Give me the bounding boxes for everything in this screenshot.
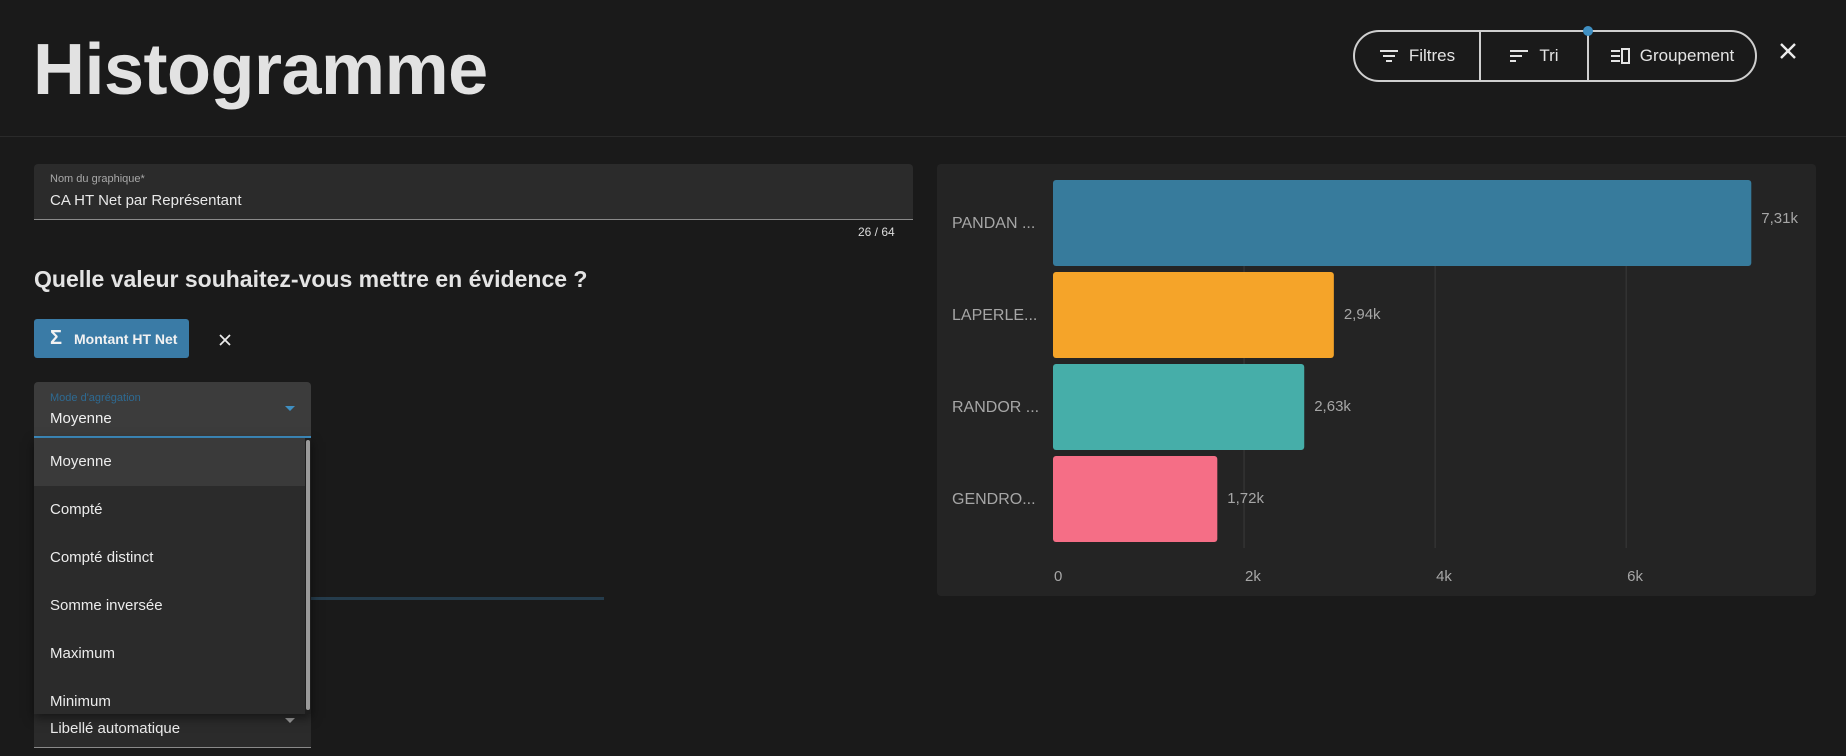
category-label: GENDRO...	[952, 491, 1036, 508]
chart-name-label: Nom du graphique*	[50, 173, 145, 185]
bar	[1053, 272, 1334, 358]
dropdown-scrollbar-thumb[interactable]	[306, 440, 310, 710]
sort-button[interactable]: Tri	[1479, 26, 1593, 80]
data-label: 2,94k	[1344, 306, 1381, 323]
sort-label: Tri	[1539, 46, 1559, 65]
x-tick-label: 4k	[1436, 568, 1452, 585]
dropdown-option[interactable]: Compté	[50, 501, 103, 518]
filters-button[interactable]: Filtres	[1355, 32, 1479, 80]
filters-label: Filtres	[1408, 46, 1456, 65]
dropdown-scrollbar[interactable]	[305, 438, 311, 714]
aggregation-label: Mode d'agrégation	[50, 392, 141, 404]
data-label: 1,72k	[1227, 490, 1264, 507]
chart-name-counter: 26 / 64	[858, 225, 895, 239]
x-tick-label: 0	[1054, 568, 1062, 585]
chart-name-field[interactable]: Nom du graphique* CA HT Net par Représen…	[34, 164, 913, 220]
group-icon	[1610, 48, 1630, 64]
bar	[1053, 180, 1752, 266]
header-divider	[0, 136, 1846, 137]
dropdown-option[interactable]: Minimum	[50, 693, 111, 710]
value-chip-label: Montant HT Net	[74, 330, 178, 347]
x-tick-label: 2k	[1245, 568, 1261, 585]
sort-active-indicator	[1583, 26, 1593, 36]
bar	[1053, 364, 1305, 450]
dropdown-option[interactable]: Maximum	[50, 645, 116, 662]
data-label: 2,63k	[1314, 398, 1351, 415]
category-label: PANDAN ...	[952, 215, 1035, 232]
filter-icon	[1379, 50, 1398, 62]
chart-panel: 0 2k 4k 6k PANDAN ... 7,31k LAPERLE... 2,94k RAN…	[937, 164, 1816, 596]
chevron-down-icon	[285, 718, 295, 723]
group-label: Groupement	[1639, 46, 1735, 65]
sigma-icon: Σ	[50, 327, 63, 349]
aggregation-select[interactable]: Mode d'agrégation Moyenne	[34, 382, 311, 438]
view-toolbar: Filtres Tri Groupement	[1353, 26, 1757, 82]
dropdown-option[interactable]: Somme inversée	[50, 597, 163, 614]
x-tick-label: 6k	[1627, 568, 1643, 585]
close-icon[interactable]	[1777, 40, 1799, 62]
slider-track[interactable]	[311, 597, 604, 600]
remove-value-icon[interactable]	[217, 332, 233, 348]
category-label: LAPERLE...	[952, 307, 1037, 324]
sort-icon	[1510, 50, 1529, 62]
dropdown-option[interactable]: Compté distinct	[50, 549, 154, 566]
label-mode-value: Libellé automatique	[50, 720, 181, 737]
group-button[interactable]: Groupement	[1587, 32, 1755, 80]
bar	[1053, 456, 1218, 542]
category-label: RANDOR ...	[952, 399, 1039, 416]
aggregation-value: Moyenne	[50, 410, 112, 427]
value-question-heading: Quelle valeur souhaitez-vous mettre en é…	[34, 266, 588, 292]
data-label: 7,31k	[1761, 210, 1798, 227]
value-chip[interactable]: Σ Montant HT Net	[34, 319, 189, 358]
chart-name-input[interactable]: CA HT Net par Représentant	[50, 192, 242, 209]
aggregation-dropdown: Moyenne Compté Compté distinct Somme inv…	[34, 438, 311, 714]
chevron-down-icon	[285, 406, 295, 411]
bar-chart: 0 2k 4k 6k PANDAN ... 7,31k LAPERLE... 2,94k RAN…	[952, 180, 1798, 585]
dropdown-option[interactable]: Moyenne	[34, 438, 311, 486]
page-title: Histogramme	[33, 30, 488, 110]
